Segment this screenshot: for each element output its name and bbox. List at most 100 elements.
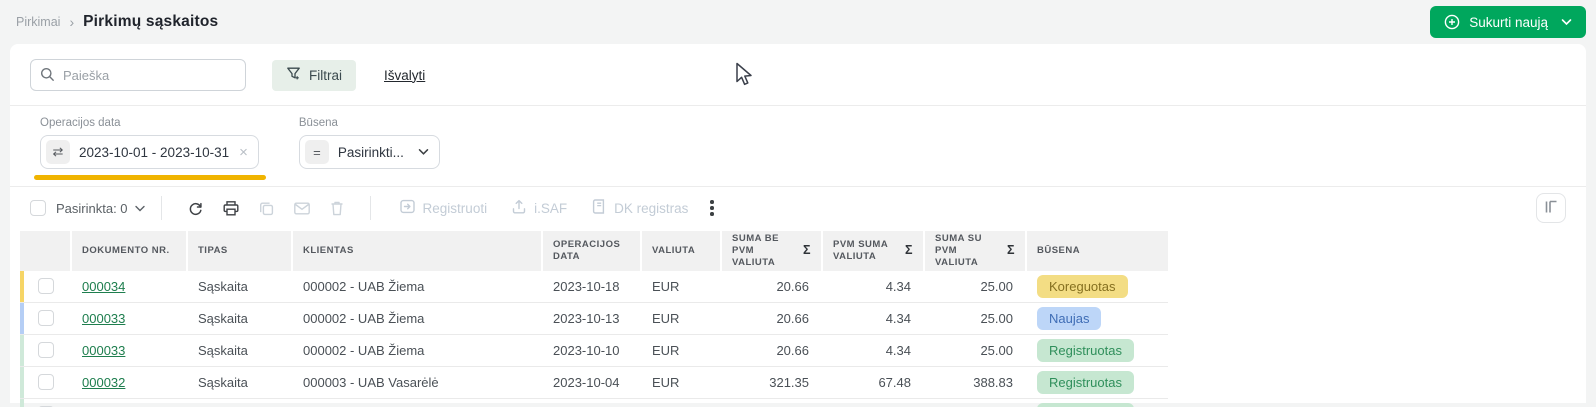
filters-button[interactable]: Filtrai — [272, 59, 356, 91]
cell-type: Sąskaita — [188, 335, 293, 367]
divider — [160, 196, 162, 220]
column-header-date[interactable]: OPERACIJOS DATA — [543, 231, 642, 271]
cell-sum-gross: 2 700.00 — [925, 399, 1027, 407]
column-header-label: VALIUTA — [652, 244, 696, 256]
column-header-label: OPERACIJOS DATA — [553, 238, 621, 262]
selected-count-label: Pasirinkta: 0 — [56, 200, 128, 216]
column-header-vat[interactable]: PVM SUMA VALIUTA Σ — [823, 231, 925, 271]
filter-funnel-icon — [286, 66, 301, 84]
page-title: Pirkimų sąskaitos — [83, 13, 219, 30]
column-header-client[interactable]: KLIENTAS — [293, 231, 543, 271]
invoice-table-body: 000034 Sąskaita 000002 - UAB Žiema 2023-10-… — [20, 270, 1168, 407]
status-filter-field[interactable]: = Pasirinkti... — [298, 135, 440, 169]
chevron-down-icon[interactable] — [1561, 18, 1572, 26]
column-header-label: TIPAS — [198, 244, 228, 256]
cell-vat-sum: 468.59 — [823, 399, 925, 407]
divider — [10, 105, 1586, 106]
select-all-checkbox[interactable] — [30, 200, 46, 216]
status-badge: Registruotas — [1037, 370, 1134, 394]
table-columns-icon — [1544, 200, 1559, 217]
filter-fields-row: Operacijos data ⇄ 2023-10-01 - 2023-10-3… — [10, 106, 1586, 186]
cell-status: Registruotas — [1027, 399, 1168, 407]
sum-sigma-icon[interactable]: Σ — [802, 243, 811, 257]
row-select-cell — [20, 334, 72, 367]
row-checkbox[interactable] — [38, 310, 54, 327]
table-row[interactable]: 000033 Sąskaita 000002 - UAB Žiema 2023-10-… — [20, 302, 1168, 335]
cell-client: K000003 - UAB Pipiras — [293, 399, 543, 407]
clear-date-icon[interactable]: × — [239, 143, 248, 161]
table-row[interactable]: 000031SąskaitaK000003 - UAB Pipiras2023-… — [20, 398, 1168, 407]
copy-icon — [258, 200, 275, 217]
equals-icon: = — [304, 140, 329, 164]
cell-sum-net: 321.35 — [722, 367, 823, 399]
print-icon[interactable] — [222, 200, 240, 217]
cell-vat-sum: 4.34 — [823, 303, 925, 335]
create-new-label: Sukurti naują — [1469, 14, 1548, 30]
row-status-strip — [20, 366, 24, 398]
invoice-table: DOKUMENTO NR. TIPAS KLIENTAS OPERACIJOS DAT… — [20, 231, 1168, 407]
page-header: Pirkimai › Pirkimų sąskaitos Sukurti nau… — [0, 0, 1596, 44]
column-settings-button[interactable] — [1536, 193, 1566, 223]
sum-sigma-icon[interactable]: Σ — [904, 243, 913, 257]
document-link[interactable]: 000033 — [82, 342, 126, 358]
column-header-label: SUMA BE PVM VALIUTA — [732, 233, 779, 268]
chevron-down-icon[interactable] — [134, 199, 145, 217]
cell-sum-gross: 388.83 — [925, 367, 1027, 399]
column-header-select[interactable] — [20, 231, 72, 271]
document-link[interactable]: 000032 — [82, 374, 126, 390]
column-header-gross[interactable]: SUMA SU PVM VALIUTA Σ — [925, 231, 1027, 271]
operation-date-filter: Operacijos data ⇄ 2023-10-01 - 2023-10-3… — [34, 117, 266, 180]
isaf-label: i.SAF — [534, 200, 568, 216]
document-link[interactable]: 000033 — [82, 310, 126, 326]
cell-sum-net: 20.66 — [722, 271, 823, 303]
divider — [10, 186, 1586, 187]
operation-date-field[interactable]: ⇄ 2023-10-01 - 2023-10-31 × — [40, 135, 259, 169]
cell-vat-sum: 67.48 — [823, 367, 925, 399]
plus-circle-icon — [1444, 14, 1460, 30]
cell-currency: EUR — [642, 271, 722, 303]
column-header-doc[interactable]: DOKUMENTO NR. — [72, 231, 188, 271]
more-options-icon[interactable] — [710, 200, 714, 216]
cell-operation-date: 2023-10-18 — [543, 271, 642, 303]
cell-client: 000002 - UAB Žiema — [293, 335, 543, 367]
cell-status: Naujas — [1027, 303, 1168, 335]
cell-operation-date: 2023-10-03 — [543, 399, 642, 407]
search-input[interactable] — [30, 59, 246, 91]
table-row[interactable]: 000032 Sąskaita 000003 - UAB Vasarėlė 2023-… — [20, 366, 1168, 399]
cell-client: 000003 - UAB Vasarėlė — [293, 367, 543, 399]
cell-client: 000002 - UAB Žiema — [293, 303, 543, 335]
status-badge: Koreguotas — [1037, 274, 1128, 298]
sum-sigma-icon[interactable]: Σ — [1006, 243, 1015, 257]
dk-register-label: DK registras — [614, 200, 689, 216]
refresh-icon[interactable] — [187, 200, 204, 217]
cell-sum-gross: 25.00 — [925, 335, 1027, 367]
cell-vat-sum: 4.34 — [823, 335, 925, 367]
row-checkbox[interactable] — [38, 278, 54, 295]
table-row[interactable]: 000034 Sąskaita 000002 - UAB Žiema 2023-10-… — [20, 270, 1168, 303]
table-row[interactable]: 000033 Sąskaita 000002 - UAB Žiema 2023-10-… — [20, 334, 1168, 367]
search-box — [30, 59, 246, 91]
invoice-table-header: DOKUMENTO NR. TIPAS KLIENTAS OPERACIJOS DAT… — [20, 231, 1168, 271]
cell-document-nr: 000032 — [72, 367, 188, 399]
cell-sum-gross: 25.00 — [925, 303, 1027, 335]
cell-status: Koreguotas — [1027, 271, 1168, 303]
journal-book-icon — [591, 198, 607, 218]
cell-currency: EUR — [642, 367, 722, 399]
breadcrumb-parent[interactable]: Pirkimai — [16, 15, 61, 29]
column-header-currency[interactable]: VALIUTA — [642, 231, 722, 271]
row-checkbox[interactable] — [38, 342, 54, 359]
cell-document-nr: 000034 — [72, 271, 188, 303]
clear-filters-link[interactable]: Išvalyti — [384, 67, 426, 83]
row-checkbox[interactable] — [38, 374, 54, 391]
operation-date-value: 2023-10-01 - 2023-10-31 — [79, 144, 230, 160]
cell-sum-gross: 25.00 — [925, 271, 1027, 303]
cell-type: Sąskaita — [188, 399, 293, 407]
document-link[interactable]: 000034 — [82, 278, 126, 294]
row-select-cell — [20, 270, 72, 303]
column-header-type[interactable]: TIPAS — [188, 231, 293, 271]
column-header-status[interactable]: BŪSENA — [1027, 231, 1168, 271]
create-new-button[interactable]: Sukurti naują — [1430, 6, 1586, 38]
register-icon — [399, 198, 416, 218]
column-header-net[interactable]: SUMA BE PVM VALIUTA Σ — [722, 231, 823, 271]
row-status-strip — [20, 270, 24, 302]
